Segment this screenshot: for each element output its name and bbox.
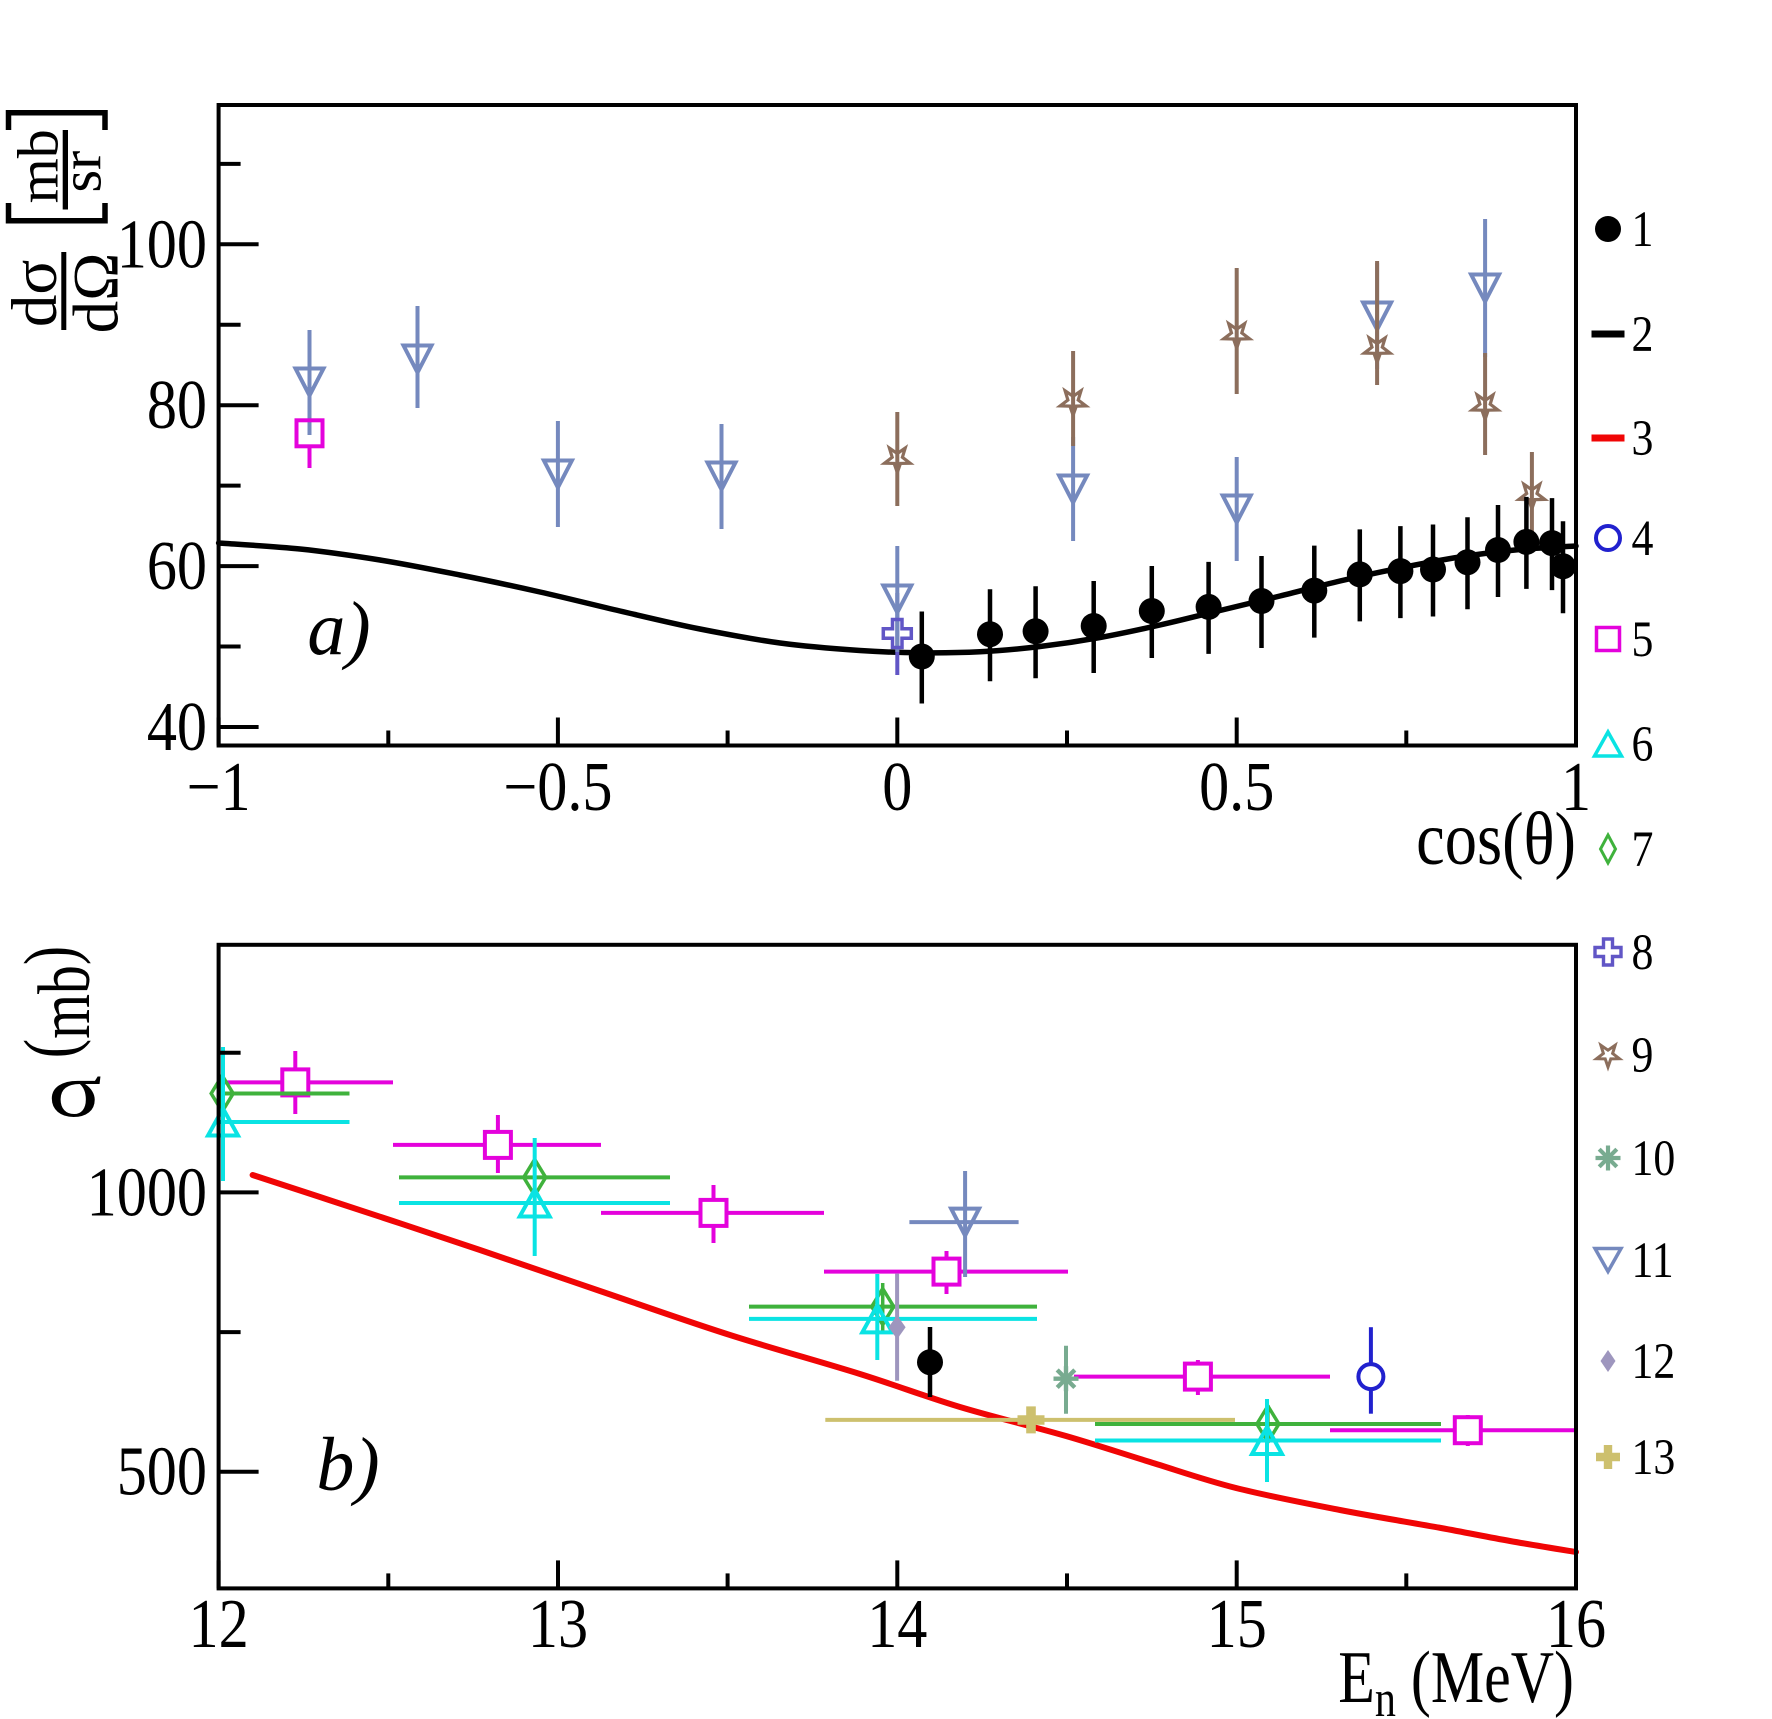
svg-text:(mb): (mb) (10, 946, 105, 1058)
svg-text:12: 12 (189, 1586, 249, 1663)
svg-text:−0.5: −0.5 (503, 749, 612, 826)
svg-text:16: 16 (1546, 1586, 1606, 1663)
svg-text:12: 12 (1632, 1334, 1676, 1390)
svg-text:11: 11 (1632, 1233, 1674, 1289)
svg-text:100: 100 (117, 206, 207, 283)
svg-text:sr: sr (49, 151, 114, 193)
svg-text:2: 2 (1632, 307, 1654, 363)
svg-text:En (MeV): En (MeV) (1338, 1636, 1574, 1719)
svg-text:14: 14 (867, 1586, 927, 1663)
svg-text:8: 8 (1632, 925, 1654, 981)
svg-text:40: 40 (147, 689, 207, 766)
svg-text:13: 13 (1632, 1430, 1676, 1486)
svg-text:500: 500 (117, 1434, 207, 1511)
svg-text:60: 60 (147, 528, 207, 605)
svg-text:cos(θ): cos(θ) (1416, 799, 1576, 882)
svg-text:9: 9 (1632, 1028, 1654, 1084)
svg-text:6: 6 (1632, 717, 1654, 773)
svg-text:4: 4 (1632, 511, 1654, 567)
svg-text:1: 1 (1561, 749, 1591, 826)
svg-text:80: 80 (147, 367, 207, 444)
svg-text:0.5: 0.5 (1199, 749, 1274, 826)
svg-text:3: 3 (1632, 411, 1654, 467)
svg-text:15: 15 (1207, 1586, 1267, 1663)
svg-text:1000: 1000 (87, 1154, 207, 1231)
svg-text:dΩ: dΩ (61, 253, 133, 334)
svg-text:5: 5 (1632, 612, 1654, 668)
svg-text:a): a) (307, 587, 370, 671)
svg-text:7: 7 (1632, 822, 1654, 878)
svg-text:−1: −1 (187, 749, 251, 826)
svg-text:mb: mb (6, 129, 71, 203)
svg-text:1: 1 (1632, 202, 1654, 258)
svg-text:13: 13 (528, 1586, 588, 1663)
svg-text:10: 10 (1632, 1131, 1676, 1187)
svg-text:0: 0 (882, 749, 912, 826)
svg-text:b): b) (316, 1423, 379, 1507)
svg-text:dσ: dσ (0, 260, 71, 328)
svg-text:σ: σ (48, 1048, 102, 1133)
